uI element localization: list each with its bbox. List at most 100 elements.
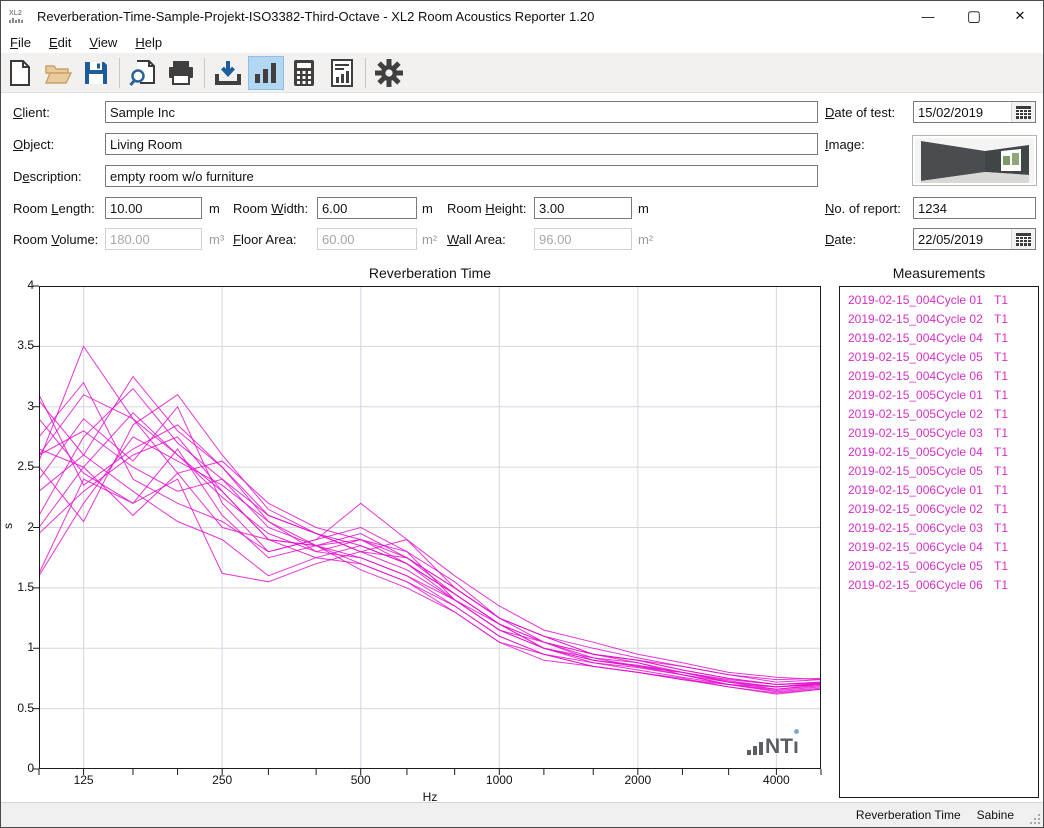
- wall-area-label: Wall Area:: [447, 232, 506, 247]
- menu-edit[interactable]: Edit: [48, 34, 72, 50]
- measurement-name: 2019-02-15_006Cycle 05: [848, 559, 983, 573]
- calendar-icon: [1016, 232, 1031, 246]
- room-width-input[interactable]: [317, 197, 417, 219]
- print-button[interactable]: [163, 56, 199, 90]
- list-item[interactable]: 2019-02-15_005Cycle 04 T1: [840, 443, 1038, 462]
- client-input[interactable]: [105, 101, 818, 123]
- list-item[interactable]: 2019-02-15_006Cycle 01 T1: [840, 481, 1038, 500]
- nti-logo-text: NT: [765, 735, 793, 758]
- app-icon-bars: [9, 17, 23, 23]
- measurement-type: T1: [994, 578, 1009, 592]
- y-axis-unit: s: [1, 523, 15, 529]
- list-item[interactable]: 2019-02-15_004Cycle 04 T1: [840, 329, 1038, 348]
- open-button[interactable]: [40, 56, 76, 90]
- list-item[interactable]: 2019-02-15_004Cycle 02 T1: [840, 310, 1038, 329]
- close-button[interactable]: ✕: [1014, 8, 1026, 23]
- x-tick-label: 500: [350, 773, 371, 787]
- list-item[interactable]: 2019-02-15_004Cycle 05 T1: [840, 348, 1038, 367]
- measurements-title: Measurements: [892, 265, 986, 281]
- list-item[interactable]: 2019-02-15_006Cycle 03 T1: [840, 519, 1038, 538]
- date-of-test-input[interactable]: [914, 102, 1011, 122]
- y-tick-label: 0: [27, 761, 34, 775]
- measurement-name: 2019-02-15_005Cycle 03: [848, 426, 983, 440]
- measurement-type: T1: [994, 521, 1009, 535]
- list-item[interactable]: 2019-02-15_005Cycle 01 T1: [840, 386, 1038, 405]
- measurement-type: T1: [994, 388, 1009, 402]
- measurement-type: T1: [994, 464, 1009, 478]
- nti-logo-i: ı: [793, 729, 799, 757]
- list-item[interactable]: 2019-02-15_005Cycle 02 T1: [840, 405, 1038, 424]
- measurement-type: T1: [994, 407, 1009, 421]
- measurement-type: T1: [994, 445, 1009, 459]
- list-item[interactable]: 2019-02-15_006Cycle 04 T1: [840, 538, 1038, 557]
- open-folder-icon: [44, 64, 72, 84]
- list-item[interactable]: 2019-02-15_006Cycle 05 T1: [840, 557, 1038, 576]
- measurement-name: 2019-02-15_005Cycle 02: [848, 407, 983, 421]
- menu-file[interactable]: File: [10, 34, 31, 50]
- list-item[interactable]: 2019-02-15_004Cycle 06 T1: [840, 367, 1038, 386]
- minimize-button[interactable]: —: [921, 8, 935, 24]
- import-button[interactable]: [210, 56, 246, 90]
- room-length-label: Room Length:: [13, 201, 95, 216]
- y-tick-label: 2: [27, 519, 34, 534]
- toolbar-separator: [365, 57, 366, 88]
- measurement-name: 2019-02-15_006Cycle 02: [848, 502, 983, 516]
- maximize-button[interactable]: ▢: [966, 8, 982, 25]
- y-axis-labels: 0 0.5 1 1.5 2 2.5 3 3.5 4: [1, 278, 34, 779]
- list-item[interactable]: 2019-02-15_006Cycle 06 T1: [840, 576, 1038, 595]
- app-icon: XL2: [9, 5, 31, 27]
- download-icon: [215, 60, 241, 85]
- y-tick-label: 1: [27, 640, 34, 655]
- status-mode: Reverberation Time: [855, 808, 961, 822]
- nti-logo: NT ı: [747, 729, 799, 758]
- room-volume-unit: m³: [209, 232, 225, 247]
- x-tick-label: 2000: [624, 773, 652, 787]
- x-tick-label: 1000: [485, 773, 513, 787]
- no-of-report-label: No. of report:: [825, 201, 901, 216]
- floor-area-unit: m²: [422, 232, 438, 247]
- room-height-unit: m: [638, 201, 649, 216]
- calculator-button[interactable]: [286, 56, 322, 90]
- measurement-type: T1: [994, 293, 1009, 307]
- report-view-button[interactable]: [324, 56, 360, 90]
- list-item[interactable]: 2019-02-15_006Cycle 02 T1: [840, 500, 1038, 519]
- date-of-test-field: [913, 101, 1036, 123]
- client-label: Client:: [13, 105, 50, 120]
- list-item[interactable]: 2019-02-15_004Cycle 01 T1: [840, 291, 1038, 310]
- chart-view-button[interactable]: [248, 55, 284, 90]
- no-of-report-input[interactable]: [913, 197, 1036, 219]
- nti-logo-bar: [753, 746, 757, 755]
- floor-area-label: Floor Area:: [233, 232, 297, 247]
- object-input[interactable]: [105, 133, 818, 155]
- y-tick-label: 3.5: [17, 338, 34, 353]
- save-button[interactable]: [78, 56, 114, 90]
- measurement-name: 2019-02-15_004Cycle 04: [848, 331, 983, 345]
- calendar-icon: [1016, 105, 1031, 119]
- date-of-test-calendar-button[interactable]: [1011, 102, 1035, 122]
- object-label: Object:: [13, 137, 55, 152]
- reverberation-chart: [33, 285, 822, 775]
- menu-help[interactable]: Help: [135, 34, 163, 50]
- new-button[interactable]: [2, 56, 38, 90]
- wall-area-unit: m²: [638, 232, 654, 247]
- y-tick-label: 0.5: [17, 700, 34, 715]
- room-image-thumbnail[interactable]: [912, 135, 1037, 186]
- settings-button[interactable]: [371, 56, 407, 90]
- measurement-name: 2019-02-15_004Cycle 01: [848, 293, 983, 307]
- room-height-input[interactable]: [534, 197, 632, 219]
- toolbar-separator: [119, 57, 120, 88]
- resize-grip[interactable]: [1028, 812, 1041, 825]
- room-length-unit: m: [209, 201, 220, 216]
- print-icon: [169, 60, 193, 85]
- app-icon-text: XL2: [9, 9, 22, 17]
- room-length-input[interactable]: [105, 197, 202, 219]
- list-item[interactable]: 2019-02-15_005Cycle 03 T1: [840, 424, 1038, 443]
- description-input[interactable]: [105, 165, 818, 187]
- measurement-name: 2019-02-15_006Cycle 01: [848, 483, 983, 497]
- list-item[interactable]: 2019-02-15_005Cycle 05 T1: [840, 462, 1038, 481]
- room-width-unit: m: [422, 201, 433, 216]
- print-preview-button[interactable]: [125, 56, 161, 90]
- date-input[interactable]: [914, 229, 1011, 249]
- date-calendar-button[interactable]: [1011, 229, 1035, 249]
- menu-view[interactable]: View: [89, 34, 118, 50]
